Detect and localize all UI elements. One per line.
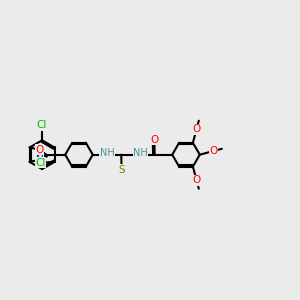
Text: S: S bbox=[118, 165, 125, 175]
Text: NH: NH bbox=[100, 148, 115, 158]
Text: Cl: Cl bbox=[35, 158, 46, 167]
Text: O: O bbox=[192, 175, 201, 185]
Text: O: O bbox=[150, 135, 158, 145]
Text: O: O bbox=[209, 146, 218, 156]
Text: O: O bbox=[35, 145, 44, 155]
Text: Cl: Cl bbox=[37, 120, 47, 130]
Text: N: N bbox=[36, 155, 43, 165]
Text: O: O bbox=[192, 124, 201, 134]
Text: NH: NH bbox=[133, 148, 148, 158]
